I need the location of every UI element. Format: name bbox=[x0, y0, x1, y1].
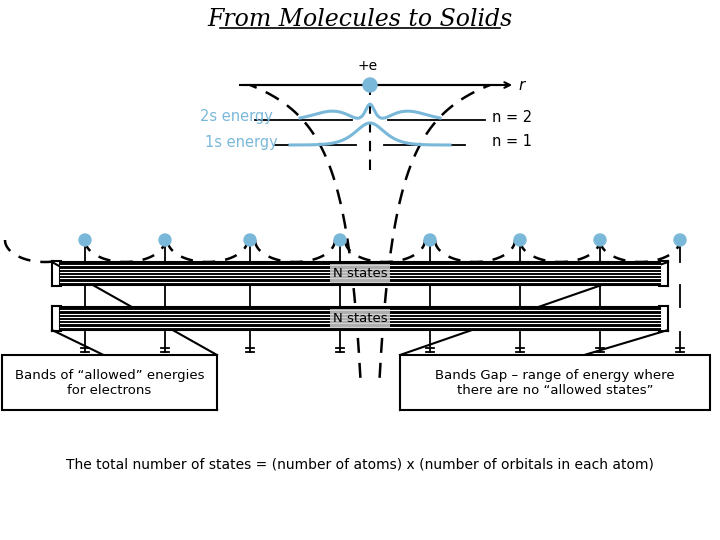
Bar bbox=[2, 355, 217, 410]
Circle shape bbox=[334, 234, 346, 246]
Circle shape bbox=[594, 234, 606, 246]
Text: The total number of states = (number of atoms) x (number of orbitals in each ato: The total number of states = (number of … bbox=[66, 458, 654, 472]
Text: n = 2: n = 2 bbox=[492, 110, 532, 125]
Circle shape bbox=[159, 234, 171, 246]
Text: 2s energy: 2s energy bbox=[200, 110, 273, 125]
Circle shape bbox=[674, 234, 686, 246]
Text: 1s energy: 1s energy bbox=[205, 134, 278, 150]
Circle shape bbox=[363, 78, 377, 92]
Bar bbox=[60, 307, 660, 330]
Bar bbox=[60, 262, 660, 285]
Circle shape bbox=[79, 234, 91, 246]
Circle shape bbox=[244, 234, 256, 246]
Text: +e: +e bbox=[358, 59, 378, 73]
Text: r: r bbox=[518, 78, 524, 92]
Text: Bands Gap – range of energy where
there are no “allowed states”: Bands Gap – range of energy where there … bbox=[435, 368, 675, 396]
Circle shape bbox=[514, 234, 526, 246]
Text: N states: N states bbox=[333, 267, 387, 280]
Bar bbox=[400, 355, 710, 410]
Text: From Molecules to Solids: From Molecules to Solids bbox=[207, 9, 513, 31]
Text: N states: N states bbox=[333, 312, 387, 325]
Text: n = 1: n = 1 bbox=[492, 134, 532, 150]
Circle shape bbox=[424, 234, 436, 246]
Text: Bands of “allowed” energies
for electrons: Bands of “allowed” energies for electron… bbox=[14, 368, 204, 396]
